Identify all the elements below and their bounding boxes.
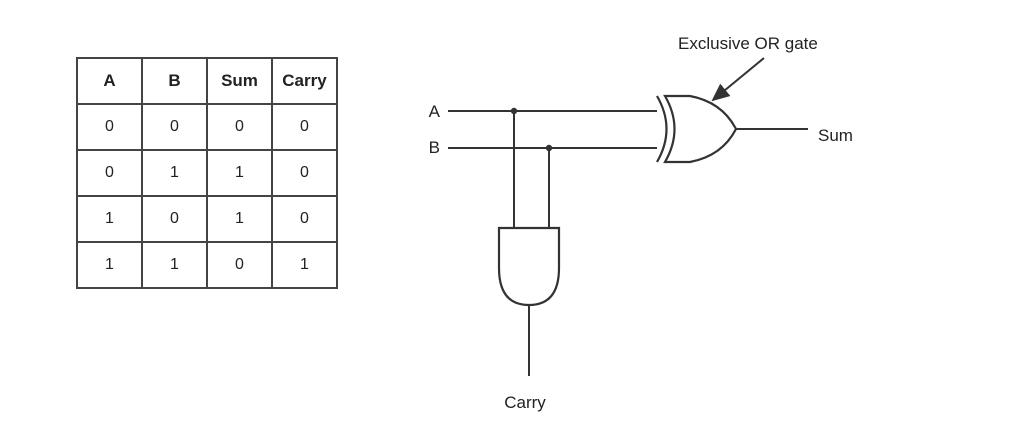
and-gate — [497, 226, 561, 307]
table-cell: 1 — [271, 241, 338, 289]
xor-annotation: Exclusive OR gate — [678, 34, 818, 53]
table-cell: 0 — [206, 103, 273, 151]
table-cell: 0 — [206, 241, 273, 289]
annotation-arrow — [711, 57, 765, 102]
header-a: A — [76, 57, 143, 105]
table-cell: 1 — [206, 195, 273, 243]
table-row: 1 0 1 0 — [76, 195, 338, 243]
carry-output-label: Carry — [504, 393, 546, 412]
header-carry: Carry — [271, 57, 338, 105]
header-b: B — [141, 57, 208, 105]
xor-body — [663, 94, 738, 164]
table-cell: 0 — [76, 149, 143, 197]
input-b-label: B — [429, 138, 440, 157]
input-a-label: A — [429, 102, 441, 121]
table-cell: 1 — [76, 195, 143, 243]
header-sum: Sum — [206, 57, 273, 105]
table-cell: 0 — [141, 195, 208, 243]
table-cell: 1 — [141, 149, 208, 197]
table-cell: 0 — [76, 103, 143, 151]
table-row: 0 1 1 0 — [76, 149, 338, 197]
truth-table: A B Sum Carry 0 0 0 0 0 1 1 0 1 0 1 — [76, 57, 338, 289]
xor-gate — [656, 94, 738, 164]
table-row: 0 0 0 0 — [76, 103, 338, 151]
table-row: 1 1 0 1 — [76, 241, 338, 289]
table-cell: 1 — [76, 241, 143, 289]
table-cell: 0 — [271, 195, 338, 243]
table-cell: 0 — [271, 149, 338, 197]
table-cell: 0 — [141, 103, 208, 151]
table-cell: 1 — [206, 149, 273, 197]
sum-output-label: Sum — [818, 126, 853, 145]
xor-input-curve — [656, 95, 668, 163]
table-cell: 1 — [141, 241, 208, 289]
truth-table-header-row: A B Sum Carry — [76, 57, 338, 105]
table-cell: 0 — [271, 103, 338, 151]
